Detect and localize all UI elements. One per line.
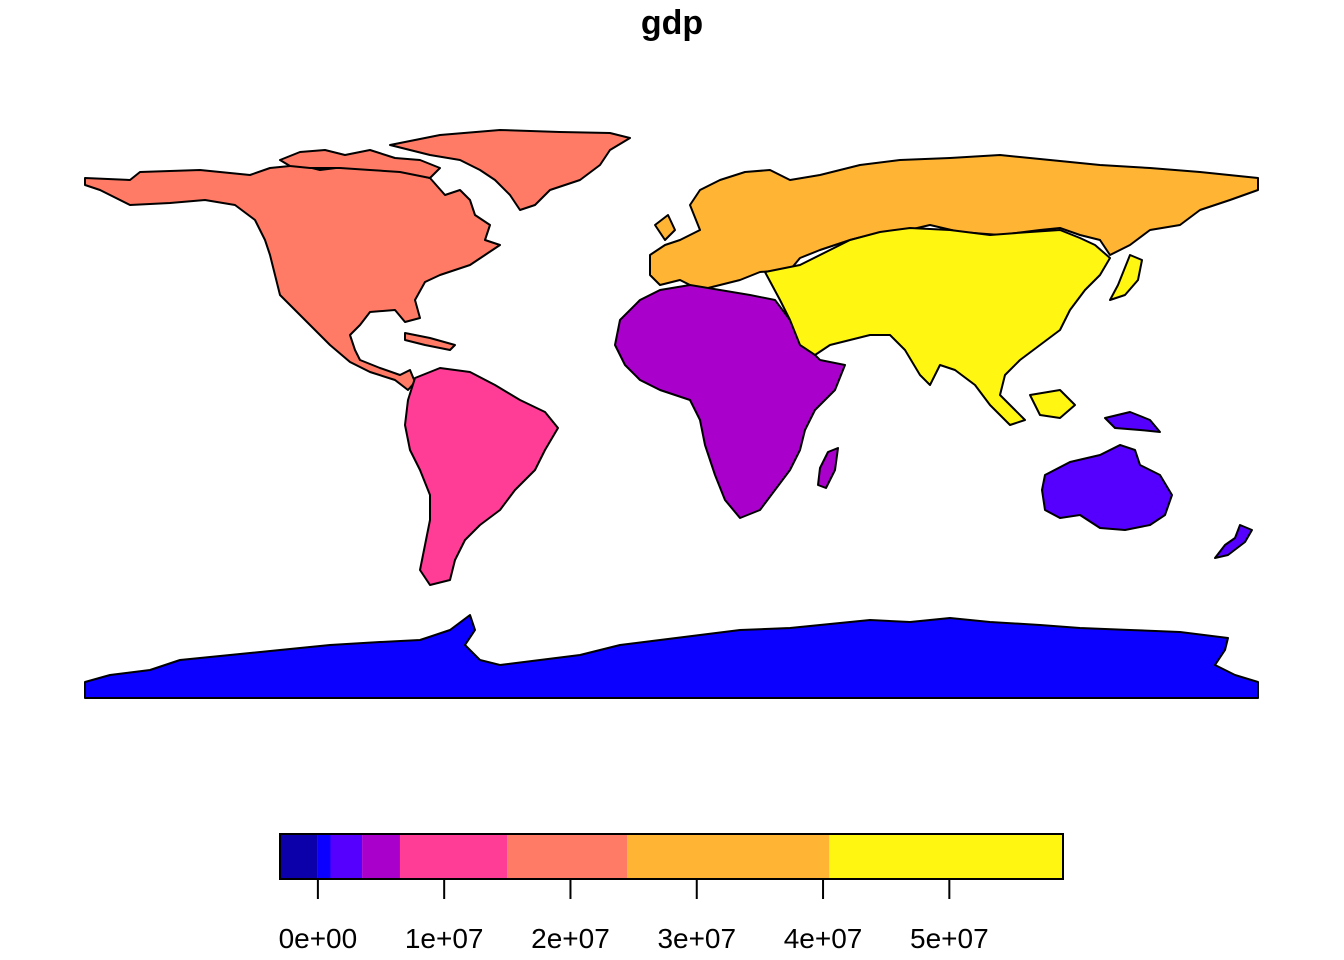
- legend-color-segment: [399, 834, 508, 879]
- caribbean: [404, 332, 456, 351]
- legend-tick-label: 1e+07: [405, 923, 484, 954]
- indonesia: [1029, 389, 1076, 419]
- legend-color-bar: [279, 833, 1064, 880]
- legend-tick-label: 2e+07: [531, 923, 610, 954]
- legend-ticks: 0e+00 1e+07 2e+07 3e+07 4e+07 5e+07: [279, 879, 989, 954]
- north-america: [84, 164, 501, 391]
- legend-tick-label: 4e+07: [784, 923, 863, 954]
- asia: [764, 227, 1111, 426]
- legend-color-segment: [317, 834, 331, 879]
- legend-tick-label: 5e+07: [910, 923, 989, 954]
- new-guinea: [1104, 411, 1161, 433]
- legend-tick-label: 0e+00: [279, 923, 358, 954]
- legend-color-segment: [627, 834, 830, 879]
- legend-frame: [279, 833, 1064, 880]
- arctic-islands: [279, 149, 441, 179]
- south-america: [404, 367, 559, 586]
- legend-tick-label: 3e+07: [657, 923, 736, 954]
- australia: [1041, 444, 1173, 531]
- legend-color-segment: [362, 834, 400, 879]
- legend-color-segment: [330, 834, 363, 879]
- antarctica: [84, 614, 1259, 699]
- madagascar: [817, 447, 839, 489]
- map-title: gdp: [640, 4, 704, 42]
- british-isles: [654, 214, 676, 241]
- legend-color-segment: [280, 834, 318, 879]
- japan: [1109, 254, 1143, 301]
- greenland: [389, 129, 631, 211]
- africa: [614, 284, 846, 519]
- new-zealand: [1214, 524, 1253, 559]
- legend-color-segment: [829, 834, 1063, 879]
- legend-color-segment: [507, 834, 628, 879]
